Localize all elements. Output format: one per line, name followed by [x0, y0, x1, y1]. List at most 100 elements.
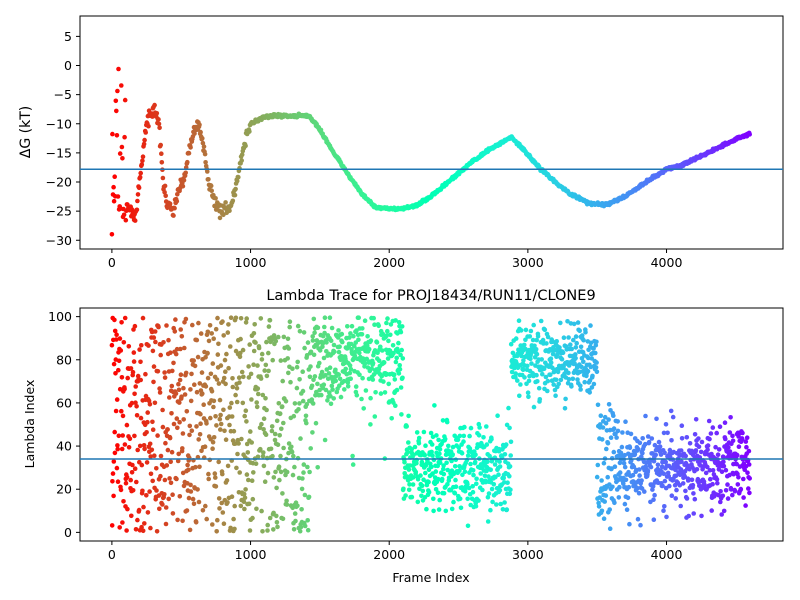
lambda-point — [305, 527, 311, 533]
bottom-x-tick-label: 0 — [108, 547, 116, 562]
lambda-point — [181, 417, 186, 422]
lambda-point — [267, 515, 273, 521]
lambda-point — [455, 437, 461, 443]
top-x-tick-label: 4000 — [651, 255, 683, 270]
lambda-point — [265, 522, 271, 528]
lambda-point — [130, 488, 136, 493]
lambda-point — [246, 375, 252, 380]
lambda-point — [381, 360, 387, 365]
lambda-point — [362, 318, 368, 324]
lambda-point — [598, 413, 604, 419]
lambda-point — [336, 349, 342, 355]
free-energy-point — [200, 136, 205, 141]
lambda-point — [651, 497, 656, 503]
lambda-point — [337, 344, 342, 350]
lambda-point — [297, 377, 302, 382]
lambda-point — [109, 342, 115, 348]
lambda-point — [111, 459, 117, 464]
lambda-point — [339, 331, 345, 337]
lambda-point — [200, 508, 206, 513]
lambda-point — [306, 494, 312, 500]
lambda-point — [299, 486, 305, 492]
lambda-point — [255, 363, 260, 368]
lambda-point — [144, 430, 149, 435]
lambda-point — [327, 315, 333, 321]
lambda-point — [152, 400, 158, 406]
lambda-point — [267, 317, 273, 323]
lambda-point — [283, 399, 289, 404]
lambda-point — [119, 320, 124, 325]
lambda-point — [256, 345, 262, 351]
lambda-point — [569, 384, 574, 389]
lambda-point — [468, 425, 474, 431]
lambda-point — [281, 420, 286, 426]
lambda-point — [311, 316, 317, 322]
lambda-point — [587, 390, 592, 395]
lambda-point — [157, 390, 163, 395]
lambda-point — [360, 356, 366, 361]
lambda-point — [228, 525, 233, 531]
lambda-point — [279, 404, 285, 409]
lambda-point — [401, 486, 406, 492]
lambda-point — [304, 420, 309, 426]
lambda-point — [436, 507, 442, 512]
lambda-point — [559, 356, 565, 362]
lambda-point — [247, 528, 253, 533]
lambda-point — [413, 469, 419, 475]
lambda-point — [177, 494, 183, 499]
lambda-point — [430, 453, 435, 458]
bottom-y-tick-label: 20 — [56, 482, 72, 497]
lambda-point — [205, 350, 210, 356]
lambda-point — [246, 501, 252, 507]
lambda-point — [689, 448, 695, 454]
lambda-point — [308, 364, 313, 369]
lambda-point — [241, 499, 247, 505]
lambda-point — [193, 464, 198, 470]
free-energy-point — [208, 183, 214, 189]
lambda-point — [246, 364, 251, 369]
lambda-point — [162, 477, 168, 483]
lambda-point — [692, 496, 698, 502]
lambda-point — [365, 334, 370, 339]
lambda-point — [112, 328, 118, 334]
free-energy-point — [132, 218, 138, 223]
lambda-point — [196, 499, 202, 505]
lambda-point — [504, 507, 510, 512]
lambda-point — [708, 431, 714, 436]
lambda-point — [357, 350, 362, 356]
free-energy-point — [206, 177, 211, 182]
lambda-point — [285, 336, 291, 342]
lambda-point — [177, 377, 183, 383]
lambda-point — [261, 427, 266, 432]
lambda-point — [232, 503, 237, 509]
lambda-point — [188, 482, 193, 488]
lambda-point — [359, 332, 365, 337]
lambda-point — [497, 459, 502, 464]
free-energy-point — [116, 66, 121, 72]
lambda-point — [435, 463, 441, 469]
lambda-point — [277, 477, 282, 483]
lambda-point — [138, 377, 143, 383]
lambda-point — [255, 454, 261, 460]
lambda-point — [570, 376, 576, 382]
free-energy-point — [163, 193, 168, 199]
lambda-point — [194, 424, 199, 429]
free-energy-point — [152, 102, 157, 108]
lambda-point — [692, 432, 698, 437]
lambda-point — [211, 336, 216, 342]
lambda-point — [508, 453, 513, 458]
lambda-point — [303, 413, 309, 419]
lambda-point — [293, 518, 298, 524]
free-energy-point — [239, 152, 245, 157]
lambda-point — [185, 462, 190, 468]
lambda-point — [601, 460, 607, 466]
free-energy-point — [115, 88, 120, 94]
lambda-point — [117, 525, 122, 530]
lambda-point — [566, 370, 571, 376]
lambda-point — [134, 479, 139, 485]
lambda-point — [507, 491, 513, 497]
lambda-point — [385, 328, 390, 334]
lambda-point — [727, 430, 733, 435]
lambda-point — [263, 396, 268, 401]
free-energy-point — [119, 83, 124, 88]
